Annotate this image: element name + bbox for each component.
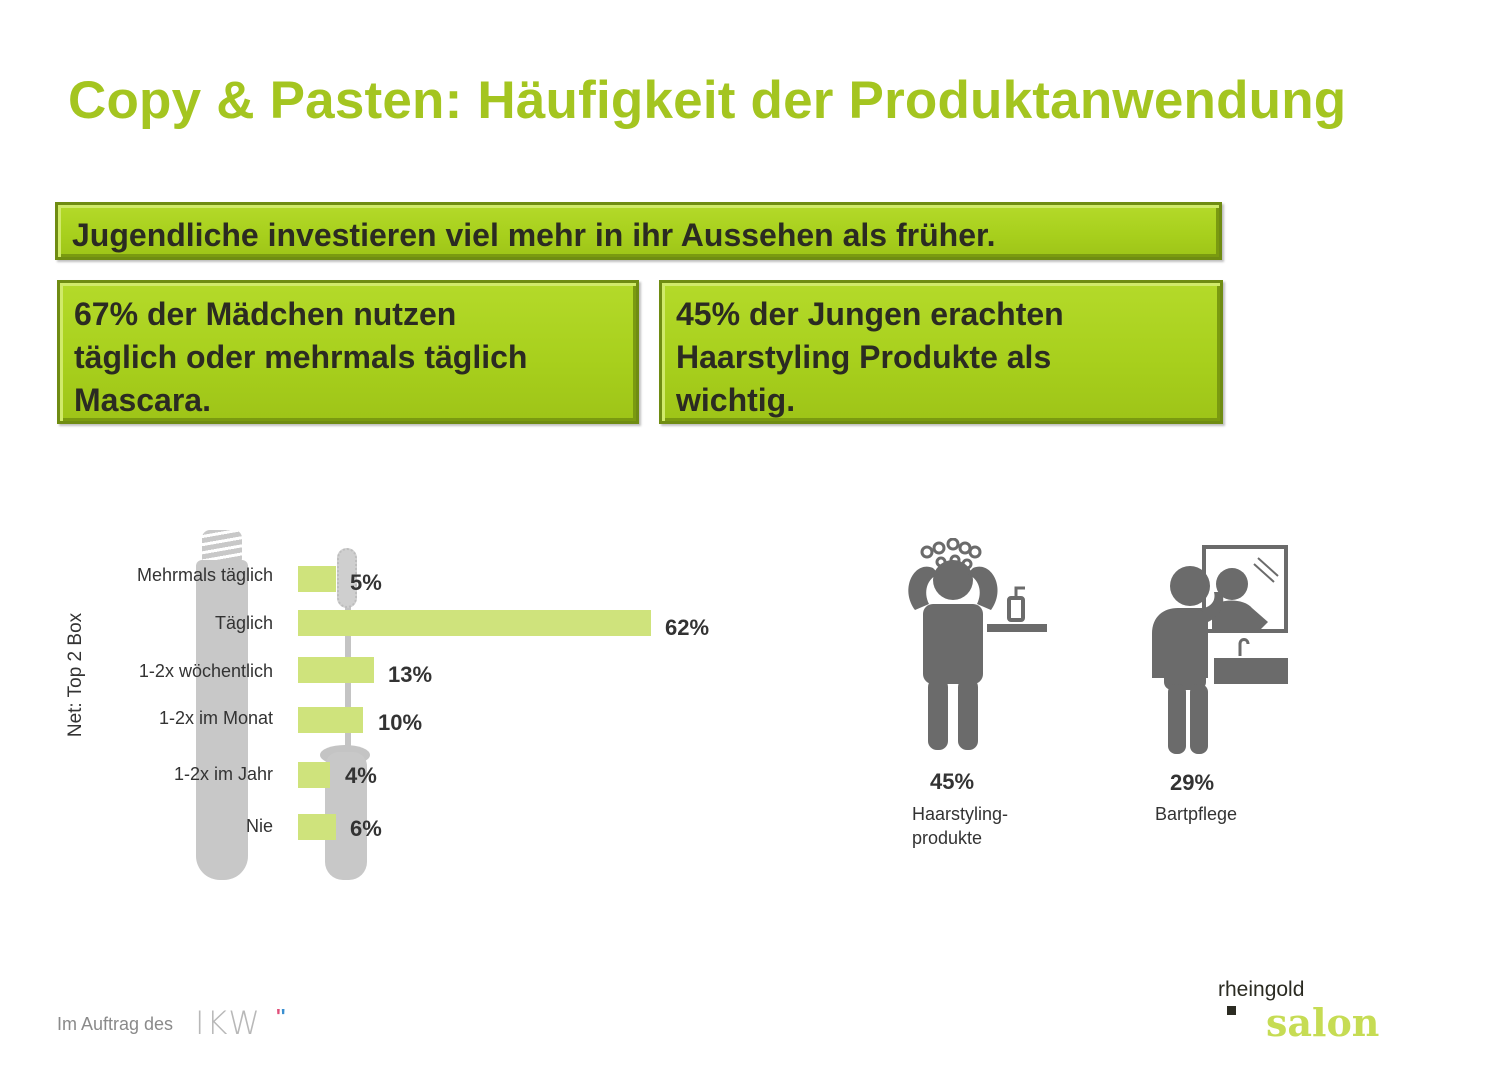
category-label: Nie bbox=[245, 816, 273, 836]
category-label: 1-2x wöchentlich bbox=[138, 661, 273, 681]
bar-monat bbox=[298, 707, 363, 733]
mascara-wand-icon bbox=[345, 555, 351, 755]
boys-box: 45% der Jungen erachten Haarstyling Prod… bbox=[659, 280, 1223, 424]
stat-label: Bartpflege bbox=[1155, 802, 1237, 826]
stat-label-line: produkte bbox=[912, 828, 983, 848]
bar-woechentlich bbox=[298, 657, 374, 683]
headline-text: Jugendliche investieren viel mehr in ihr… bbox=[72, 217, 996, 253]
mascara-brush-icon bbox=[337, 548, 357, 608]
girls-line-2: täglich oder mehrmals täglich bbox=[74, 339, 528, 375]
commissioned-by-text: Im Auftrag des bbox=[57, 1014, 174, 1034]
bar-value: 62% bbox=[665, 615, 710, 640]
bar-value: 4% bbox=[345, 763, 377, 788]
ikw-logo-mark-icon: '' bbox=[276, 1006, 286, 1028]
mascara-tube-icon bbox=[196, 560, 248, 880]
bar-jahr bbox=[298, 762, 330, 788]
salon-logo-text: salon bbox=[1266, 1000, 1380, 1045]
bar-value: 5% bbox=[350, 570, 382, 595]
category-label: 1-2x im Monat bbox=[158, 708, 273, 728]
rheingold-square-icon bbox=[1227, 1006, 1236, 1015]
stat-label-line: Haarstyling- bbox=[912, 804, 1009, 824]
y-axis-label: Net: Top 2 Box bbox=[65, 612, 86, 738]
girls-line-3: Mascara. bbox=[74, 382, 211, 418]
bar-value: 6% bbox=[350, 816, 382, 841]
bar-taeglich bbox=[298, 610, 651, 636]
headline-box: Jugendliche investieren viel mehr in ihr… bbox=[55, 202, 1222, 260]
girls-box: 67% der Mädchen nutzen täglich oder mehr… bbox=[57, 280, 639, 424]
category-label: Mehrmals täglich bbox=[136, 565, 273, 585]
page-title: Copy & Pasten: Häufigkeit der Produktanw… bbox=[68, 71, 1347, 130]
stat-percentage: 45% bbox=[930, 769, 975, 794]
boys-line-3: wichtig. bbox=[676, 382, 796, 418]
bar-nie bbox=[298, 814, 336, 840]
rheingold-logo-text: rheingold bbox=[1218, 978, 1305, 1001]
ikw-logo: IKW bbox=[195, 1004, 262, 1042]
stat-label: Haarstyling- produkte bbox=[912, 802, 1008, 850]
shaving-person-mirror-icon bbox=[1152, 545, 1288, 754]
boys-line-2: Haarstyling Produkte als bbox=[676, 339, 1052, 375]
bar-value: 10% bbox=[378, 710, 423, 735]
stat-percentage: 29% bbox=[1170, 770, 1215, 795]
stat-label-line: Bartpflege bbox=[1155, 804, 1238, 824]
hair-washing-person-icon bbox=[908, 538, 1047, 750]
bar-mehrmals-taeglich bbox=[298, 566, 336, 592]
boys-line-1: 45% der Jungen erachten bbox=[676, 296, 1064, 332]
category-label: Täglich bbox=[214, 613, 273, 633]
category-label: 1-2x im Jahr bbox=[173, 764, 273, 784]
girls-line-1: 67% der Mädchen nutzen bbox=[74, 296, 457, 332]
bar-value: 13% bbox=[388, 662, 433, 687]
